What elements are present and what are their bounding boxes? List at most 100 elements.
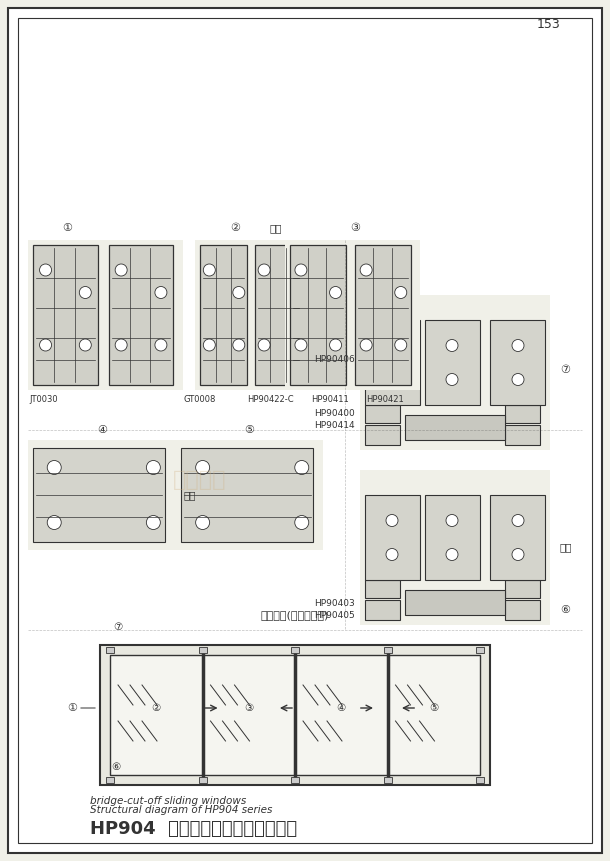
Text: HP90403: HP90403 [314, 598, 355, 608]
Circle shape [446, 339, 458, 351]
Bar [505, 580, 540, 598]
Circle shape [47, 516, 61, 530]
Text: 室外: 室外 [184, 490, 196, 500]
Circle shape [512, 548, 524, 561]
Text: ①: ① [67, 703, 77, 713]
Bar [476, 647, 484, 653]
Circle shape [295, 516, 309, 530]
Bar [33, 448, 165, 542]
Text: ②: ② [230, 223, 240, 233]
Circle shape [196, 516, 210, 530]
Circle shape [287, 339, 300, 351]
Text: HP90405: HP90405 [314, 610, 355, 620]
Circle shape [79, 339, 91, 351]
Circle shape [79, 287, 91, 299]
Bar [106, 647, 114, 653]
Circle shape [386, 374, 398, 386]
Circle shape [203, 339, 215, 351]
Circle shape [40, 264, 52, 276]
Circle shape [446, 374, 458, 386]
Bar [181, 448, 313, 542]
Circle shape [329, 339, 342, 351]
Text: ③: ③ [244, 703, 253, 713]
Text: ⑤: ⑤ [244, 425, 254, 435]
Bar [295, 655, 387, 775]
Bar [110, 655, 480, 775]
Circle shape [258, 264, 270, 276]
Text: ④: ④ [337, 703, 346, 713]
Text: ③: ③ [350, 223, 360, 233]
Circle shape [295, 339, 307, 351]
Text: GT0008: GT0008 [184, 395, 216, 405]
Bar [365, 600, 400, 620]
Circle shape [115, 264, 127, 276]
Bar [505, 425, 540, 445]
Circle shape [155, 339, 167, 351]
Bar [384, 647, 392, 653]
Circle shape [155, 287, 167, 299]
Circle shape [360, 264, 372, 276]
Circle shape [446, 548, 458, 561]
Circle shape [512, 374, 524, 386]
Circle shape [360, 339, 372, 351]
Bar [291, 647, 299, 653]
Circle shape [287, 287, 300, 299]
Bar [384, 777, 392, 783]
Bar [28, 440, 323, 550]
Circle shape [386, 515, 398, 526]
Text: HP90422-C: HP90422-C [246, 395, 293, 405]
Bar [100, 645, 490, 785]
Circle shape [203, 264, 215, 276]
Bar [365, 425, 400, 445]
Circle shape [329, 287, 342, 299]
Bar [505, 405, 540, 423]
Bar [110, 655, 203, 775]
Text: HP904  系列斯桥隔热推拉窗结构图: HP904 系列斯桥隔热推拉窗结构图 [90, 820, 297, 838]
Text: ④: ④ [97, 425, 107, 435]
Bar [365, 580, 400, 598]
Circle shape [146, 516, 160, 530]
Circle shape [196, 461, 210, 474]
Text: JT0030: JT0030 [29, 395, 58, 405]
Bar [360, 470, 550, 625]
Text: 土木在线: 土木在线 [173, 470, 227, 490]
Circle shape [512, 339, 524, 351]
Bar [365, 495, 420, 580]
Text: ⑤: ⑤ [429, 703, 439, 713]
Text: ⑦: ⑦ [113, 622, 123, 632]
Bar [255, 245, 301, 385]
Bar [490, 320, 545, 405]
Circle shape [115, 339, 127, 351]
Text: ①: ① [62, 223, 72, 233]
Bar [476, 777, 484, 783]
Text: 室外: 室外 [269, 223, 282, 233]
Circle shape [386, 339, 398, 351]
Circle shape [386, 548, 398, 561]
Bar [290, 245, 346, 385]
Circle shape [146, 461, 160, 474]
Text: ⑦: ⑦ [560, 365, 570, 375]
Bar [200, 245, 247, 385]
Bar [490, 495, 545, 580]
Circle shape [395, 287, 407, 299]
Circle shape [233, 287, 245, 299]
Bar [33, 245, 98, 385]
Circle shape [512, 515, 524, 526]
Bar [109, 245, 173, 385]
Bar [405, 590, 505, 615]
Bar [198, 647, 207, 653]
Bar [355, 245, 411, 385]
Text: Structural diagram of HP904 series: Structural diagram of HP904 series [90, 805, 273, 815]
Bar [195, 240, 310, 390]
Bar [198, 777, 207, 783]
Bar [405, 415, 505, 440]
Circle shape [40, 339, 52, 351]
Text: 外视推拉(四扇推拉窗): 外视推拉(四扇推拉窗) [261, 610, 329, 620]
Text: ⑥: ⑥ [112, 762, 121, 772]
Bar [291, 777, 299, 783]
Bar [360, 295, 550, 450]
Circle shape [295, 461, 309, 474]
Circle shape [233, 339, 245, 351]
Bar [28, 240, 183, 390]
Circle shape [295, 264, 307, 276]
